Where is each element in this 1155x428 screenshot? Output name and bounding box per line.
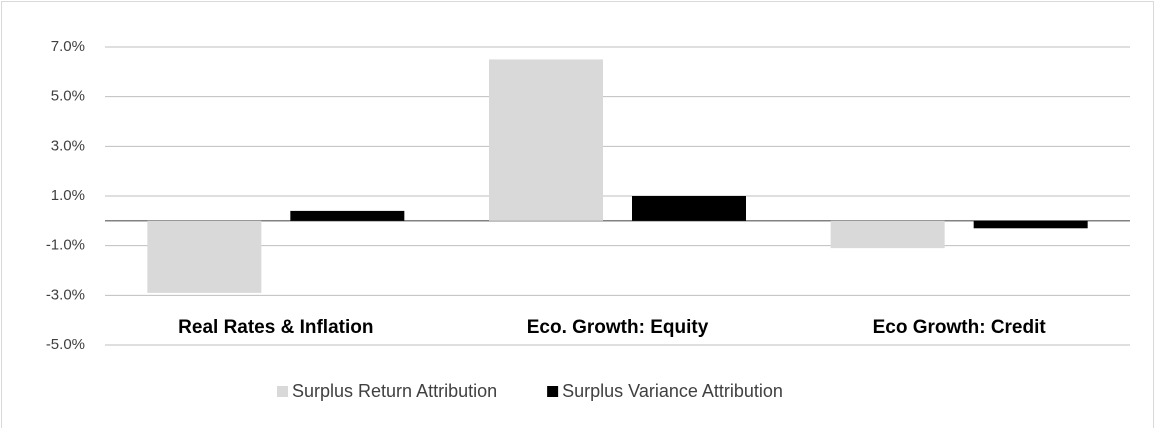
y-tick-label: -5.0% — [46, 336, 85, 353]
bar — [147, 220, 262, 293]
bar — [290, 210, 405, 221]
x-tick-label: Eco. Growth: Equity — [527, 317, 709, 338]
legend-swatch — [547, 386, 559, 397]
bar — [489, 59, 603, 221]
x-tick-label: Eco Growth: Credit — [873, 317, 1047, 338]
legend-label: Surplus Return Attribution — [292, 381, 497, 401]
y-tick-label: 5.0% — [51, 88, 85, 105]
legend-label: Surplus Variance Attribution — [562, 381, 783, 401]
x-tick-label: Real Rates & Inflation — [178, 317, 373, 338]
y-tick-label: 7.0% — [51, 38, 85, 55]
bar — [632, 196, 746, 221]
bar — [830, 220, 945, 249]
y-tick-label: 1.0% — [51, 187, 85, 204]
legend-swatch — [277, 386, 288, 397]
y-tick-label: -3.0% — [46, 286, 85, 303]
bar — [973, 220, 1088, 229]
y-tick-label: -1.0% — [46, 237, 85, 254]
y-tick-label: 3.0% — [51, 137, 85, 154]
